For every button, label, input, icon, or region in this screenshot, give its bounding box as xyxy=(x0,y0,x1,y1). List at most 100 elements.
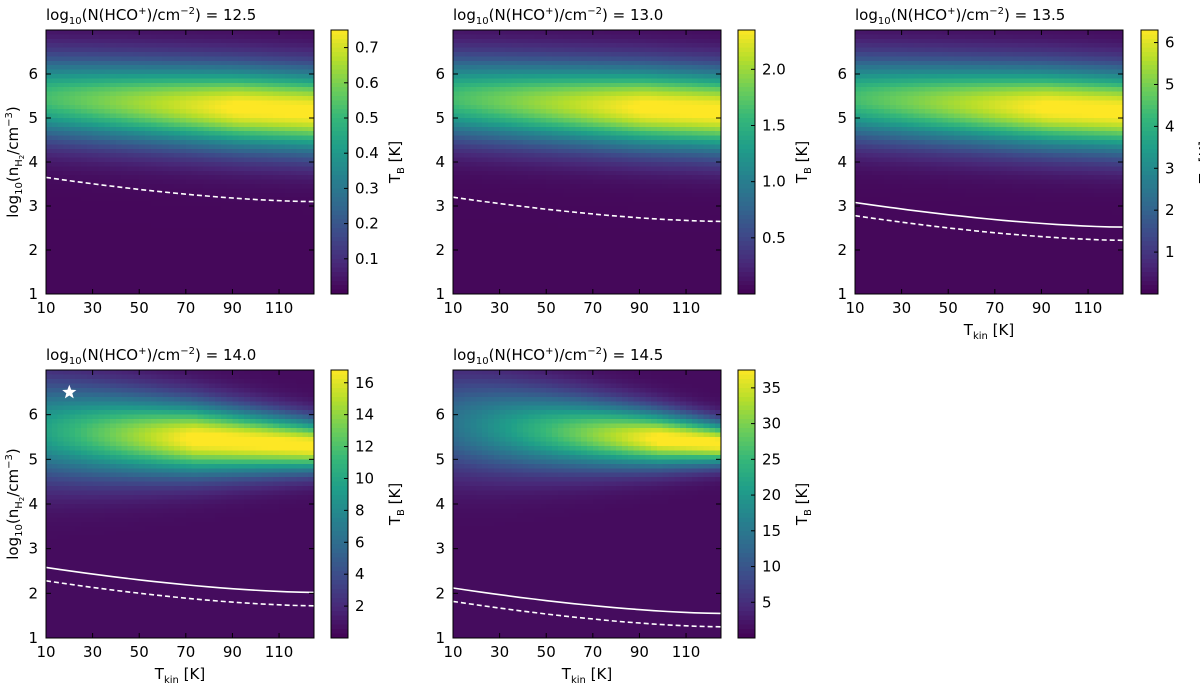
heatmap-cell xyxy=(180,210,186,215)
heatmap-cell xyxy=(87,206,93,211)
heatmap-cell xyxy=(157,105,163,110)
heatmap-cell xyxy=(209,122,215,127)
heatmap-cell xyxy=(610,118,616,123)
heatmap-cell xyxy=(698,175,704,180)
heatmap-cell xyxy=(262,78,268,83)
heatmap-cell xyxy=(244,259,250,264)
heatmap-cell xyxy=(302,118,308,123)
heatmap-cell xyxy=(593,206,599,211)
heatmap-cell xyxy=(709,162,715,167)
heatmap-cell xyxy=(197,246,203,251)
heatmap-cell xyxy=(104,74,110,79)
heatmap-cell xyxy=(215,78,221,83)
heatmap-cell xyxy=(262,118,268,123)
heatmap-cell xyxy=(186,114,192,119)
heatmap-cell xyxy=(192,149,198,154)
heatmap-cell xyxy=(180,87,186,92)
heatmap-cell xyxy=(180,184,186,189)
heatmap-cell xyxy=(529,131,535,136)
heatmap-cell xyxy=(273,100,279,105)
heatmap-cell xyxy=(535,48,541,53)
heatmap-cell xyxy=(221,65,227,70)
heatmap-cell xyxy=(262,109,268,114)
heatmap-cell xyxy=(273,109,279,114)
heatmap-cell xyxy=(87,210,93,215)
colorbar-segment xyxy=(331,96,348,101)
heatmap-cell xyxy=(581,105,587,110)
heatmap-cell xyxy=(488,153,494,158)
heatmap-cell xyxy=(517,118,523,123)
heatmap-cell xyxy=(500,158,506,163)
heatmap-cell xyxy=(465,162,471,167)
heatmap-cell xyxy=(197,131,203,136)
heatmap-cell xyxy=(674,56,680,61)
heatmap-cell xyxy=(180,149,186,154)
heatmap-cell xyxy=(302,202,308,207)
heatmap-cell xyxy=(163,241,169,246)
heatmap-cell xyxy=(163,48,169,53)
heatmap-cell xyxy=(93,215,99,220)
heatmap-cell xyxy=(273,259,279,264)
heatmap-cell xyxy=(227,92,233,97)
heatmap-cell xyxy=(663,114,669,119)
heatmap-cell xyxy=(244,254,250,259)
heatmap-cell xyxy=(46,166,52,171)
heatmap-cell xyxy=(209,202,215,207)
heatmap-cell xyxy=(174,34,180,39)
heatmap-cell xyxy=(145,210,151,215)
heatmap-cell xyxy=(122,96,128,101)
heatmap-cell xyxy=(476,43,482,48)
heatmap-cell xyxy=(63,131,69,136)
heatmap-cell xyxy=(209,272,215,277)
heatmap-cell xyxy=(505,131,511,136)
heatmap-cell xyxy=(145,276,151,281)
heatmap-cell xyxy=(238,114,244,119)
heatmap-cell xyxy=(69,272,75,277)
heatmap-cell xyxy=(279,48,285,53)
heatmap-cell xyxy=(256,250,262,255)
heatmap-cell xyxy=(645,65,651,70)
heatmap-cell xyxy=(157,237,163,242)
colorbar-tick-label: 0.3 xyxy=(355,179,379,197)
heatmap-cell xyxy=(599,65,605,70)
heatmap-cell xyxy=(686,105,692,110)
heatmap-cell xyxy=(110,140,116,145)
heatmap-cell xyxy=(69,228,75,233)
heatmap-cell xyxy=(116,210,122,215)
heatmap-cell xyxy=(709,30,715,35)
heatmap-cell xyxy=(297,162,303,167)
heatmap-cell xyxy=(488,87,494,92)
heatmap-cell xyxy=(128,166,134,171)
heatmap-cell xyxy=(505,92,511,97)
heatmap-cell xyxy=(116,43,122,48)
heatmap-cell xyxy=(616,228,622,233)
heatmap-cell xyxy=(93,140,99,145)
heatmap-cell xyxy=(302,219,308,224)
heatmap-cell xyxy=(511,70,517,75)
heatmap-cell xyxy=(459,149,465,154)
heatmap-cell xyxy=(98,83,104,88)
heatmap-cell xyxy=(133,127,139,132)
heatmap-cell xyxy=(517,34,523,39)
heatmap-cell xyxy=(500,206,506,211)
heatmap-cell xyxy=(87,162,93,167)
heatmap-cell xyxy=(709,39,715,44)
heatmap-cell xyxy=(709,166,715,171)
heatmap-cell xyxy=(476,30,482,35)
heatmap-cell xyxy=(599,162,605,167)
heatmap-cell xyxy=(58,197,64,202)
heatmap-cell xyxy=(139,118,145,123)
heatmap-cell xyxy=(163,136,169,141)
heatmap-cell xyxy=(610,171,616,176)
heatmap-cell xyxy=(250,224,256,229)
heatmap-cell xyxy=(488,34,494,39)
heatmap-cell xyxy=(622,140,628,145)
heatmap-cell xyxy=(575,96,581,101)
heatmap-cell xyxy=(599,70,605,75)
heatmap-cell xyxy=(203,166,209,171)
heatmap-cell xyxy=(244,100,250,105)
heatmap-cell xyxy=(122,136,128,141)
heatmap-cell xyxy=(262,144,268,149)
heatmap-cell xyxy=(232,136,238,141)
heatmap-cell xyxy=(215,241,221,246)
